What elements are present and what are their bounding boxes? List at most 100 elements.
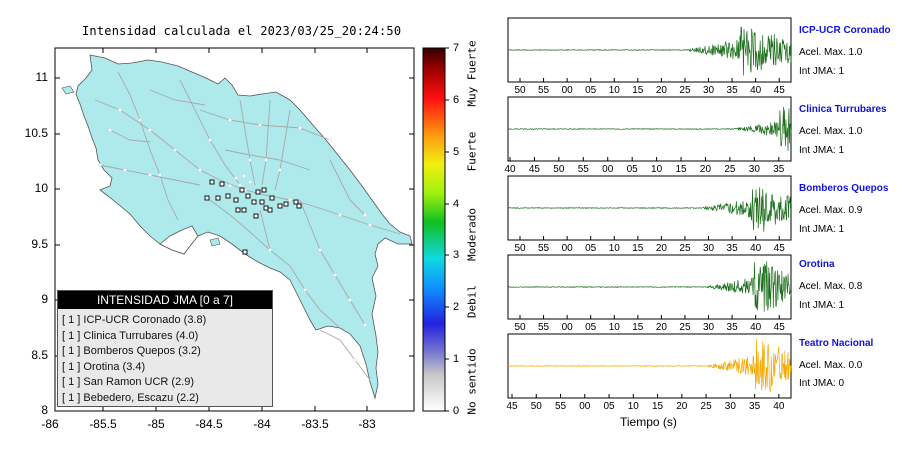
seismogram-tick-label: 20 xyxy=(676,401,688,412)
seismogram-tick-label: 15 xyxy=(675,164,687,175)
station-max-accel: Acel. Max. 1.0 xyxy=(799,126,863,137)
seismogram-tick-label: 50 xyxy=(514,243,526,254)
seismogram-tick-label: 05 xyxy=(585,85,597,96)
station-max-accel: Acel. Max. 1.0 xyxy=(799,47,863,58)
seismogram-tick-label: 25 xyxy=(724,164,736,175)
seismogram-tick-label: 50 xyxy=(553,164,565,175)
station-name: Clinica Turrubares xyxy=(799,104,887,115)
colorbar-category: Fuerte xyxy=(465,131,479,172)
colorbar-label: 0 xyxy=(453,405,460,417)
seismogram-tick-label: 40 xyxy=(750,243,762,254)
map-xtick: -84.5 xyxy=(195,417,223,431)
seismogram-tick-label: 00 xyxy=(561,243,573,254)
map-xtick: -84 xyxy=(253,417,271,431)
map-ytick: 8.5 xyxy=(31,348,48,362)
station-name: ICP-UCR Coronado xyxy=(799,25,891,36)
colorbar-category: Debil xyxy=(465,284,479,319)
legend-item: [ 1 ] San Ramon UCR (2.9) xyxy=(62,376,195,388)
seismogram-tick-label: 10 xyxy=(608,243,620,254)
legend-item: [ 1 ] ICP-UCR Coronado (3.8) xyxy=(62,314,207,326)
seismogram-tick-label: 30 xyxy=(702,322,715,333)
seismogram-tick-label: 15 xyxy=(632,322,644,333)
seismogram-tick-label: 30 xyxy=(748,164,760,175)
colorbar-label: 3 xyxy=(453,249,460,261)
seismogram-tick-label: 00 xyxy=(579,401,591,412)
seismogram-tick-label: 50 xyxy=(514,322,526,333)
legend-item: [ 1 ] Orotina (3.4) xyxy=(62,360,146,373)
seismogram-tick-label: 45 xyxy=(506,401,518,412)
colorbar-label: 2 xyxy=(453,301,460,313)
colorbar-category: Muy Fuerte xyxy=(465,40,479,107)
seismogram-tick-label: 10 xyxy=(608,322,620,333)
seismogram-tick-label: 10 xyxy=(627,401,639,412)
seismogram-tick-label: 25 xyxy=(679,322,691,333)
station-name: Bomberos Quepos xyxy=(799,183,889,194)
seismogram-tick-label: 00 xyxy=(602,164,614,175)
seismogram-tick-label: 45 xyxy=(528,164,540,175)
seismogram-trace xyxy=(507,261,792,312)
legend-item: [ 1 ] Clinica Turrubares (4.0) xyxy=(62,329,199,342)
map-xtick: -85 xyxy=(147,417,165,431)
seismogram-tick-label: 40 xyxy=(773,401,785,412)
colorbar-category: No sentido xyxy=(465,348,479,415)
map-xtick: -83 xyxy=(358,417,376,431)
seismogram-tick-label: 55 xyxy=(554,401,567,412)
seismogram-tick-label: 40 xyxy=(750,85,762,96)
seismogram-tick-label: 35 xyxy=(726,243,738,254)
seismogram-tick-label: 35 xyxy=(726,85,738,96)
legend-title: INTENSIDAD JMA [0 a 7] xyxy=(58,291,272,309)
seismogram-trace xyxy=(507,338,792,392)
seismogram-tick-label: 40 xyxy=(504,164,516,175)
station-max-accel: Acel. Max. 0.8 xyxy=(799,281,863,292)
seismogram-tick-label: 05 xyxy=(603,401,615,412)
station-max-accel: Acel. Max. 0.9 xyxy=(799,205,863,216)
seismogram-tick-label: 35 xyxy=(726,322,738,333)
legend-item: [ 1 ] Bebedero, Escazu (2.2) xyxy=(62,391,199,404)
seismogram-tick-label: 15 xyxy=(652,401,664,412)
station-markers xyxy=(204,179,302,255)
colorbar-label: 7 xyxy=(453,42,460,54)
map-ytick: 10.5 xyxy=(24,126,48,140)
station-name: Teatro Nacional xyxy=(799,338,874,349)
map-ytick: 9 xyxy=(41,292,48,306)
seismogram-tick-label: 20 xyxy=(699,164,712,175)
seismogram-tick-label: 35 xyxy=(773,164,785,175)
seismogram-trace xyxy=(507,106,792,152)
map-title: Intensidad calculada el 2023/03/25_20:24… xyxy=(82,24,402,38)
seismogram-trace xyxy=(507,26,792,76)
seismogram-tick-label: 25 xyxy=(679,85,691,96)
station-max-accel: Acel. Max. 0.0 xyxy=(799,360,863,371)
seismogram-tick-label: 45 xyxy=(773,85,785,96)
seismogram-tick-label: 50 xyxy=(514,85,526,96)
station-jma-intensity: Int JMA: 1 xyxy=(799,300,845,311)
map-ytick: 9.5 xyxy=(31,237,48,251)
seismogram-tick-label: 25 xyxy=(679,243,691,254)
colorbar-label: 6 xyxy=(453,94,460,106)
seismogram-tick-label: 35 xyxy=(749,401,761,412)
seismogram-tick-label: 05 xyxy=(585,322,597,333)
station-jma-intensity: Int JMA: 1 xyxy=(799,145,845,156)
seismogram-tick-label: 15 xyxy=(632,85,644,96)
colorbar-label: 1 xyxy=(453,353,460,365)
map-xtick: -86 xyxy=(41,417,59,431)
map-xtick: -83.5 xyxy=(301,417,329,431)
seismogram-tick-label: 30 xyxy=(702,243,715,254)
seismogram-tick-label: 20 xyxy=(655,243,667,254)
colorbar-label: 5 xyxy=(453,146,460,158)
seismogram-tick-label: 55 xyxy=(538,85,550,96)
seismogram-tick-label: 00 xyxy=(561,322,573,333)
station-jma-intensity: Int JMA: 0 xyxy=(799,378,845,389)
seismogram-tick-label: 55 xyxy=(538,243,550,254)
seismogram-tick-label: 45 xyxy=(773,322,785,333)
map-xtick: -85.5 xyxy=(89,417,117,431)
colorbar-label: 4 xyxy=(453,198,460,210)
station-name: Orotina xyxy=(799,259,835,270)
seismogram-tick-label: 25 xyxy=(700,401,712,412)
seismogram-tick-label: 50 xyxy=(530,401,542,412)
seismogram-tick-label: 05 xyxy=(626,164,638,175)
seismogram-tick-label: 30 xyxy=(724,401,736,412)
map-ytick: 10 xyxy=(34,181,48,195)
map-ytick: 11 xyxy=(35,70,48,84)
